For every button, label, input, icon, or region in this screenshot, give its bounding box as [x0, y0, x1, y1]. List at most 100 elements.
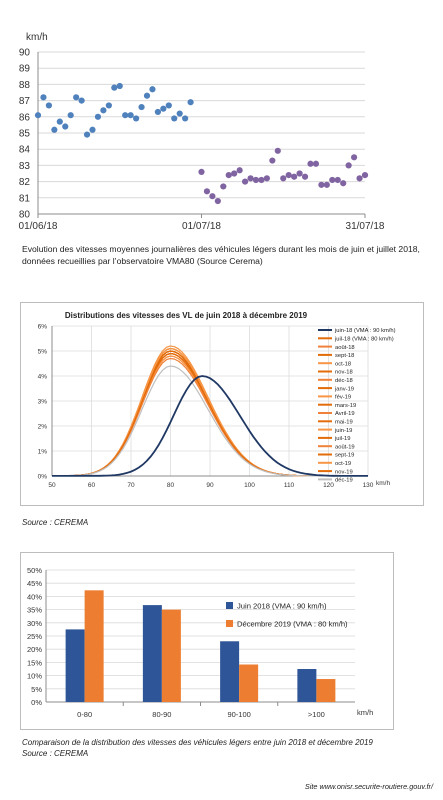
y-tick-label: 88	[19, 80, 31, 91]
legend-label: mai-19	[335, 420, 353, 426]
data-point	[149, 86, 156, 93]
data-point	[307, 160, 314, 167]
y-tick-label: 85	[19, 129, 31, 140]
data-point	[56, 118, 63, 125]
data-point	[301, 173, 309, 180]
data-point	[182, 115, 189, 122]
data-point	[203, 188, 211, 195]
bar	[161, 609, 181, 702]
x-tick-label: 90-100	[227, 710, 250, 719]
y-tick-label: 20%	[27, 645, 42, 654]
data-point	[323, 181, 330, 188]
legend-swatch	[226, 602, 233, 609]
data-point	[334, 176, 341, 184]
data-point	[176, 110, 183, 117]
bar	[239, 664, 259, 702]
legend-label: fév-19	[335, 395, 351, 401]
y-tick-label: 35%	[27, 606, 42, 615]
y-tick-label: 3%	[38, 399, 48, 406]
x-tick-label: 90	[206, 482, 214, 489]
y-tick-label: 82	[19, 177, 31, 188]
y-tick-label: 30%	[27, 619, 42, 628]
legend-label: sept-18	[335, 353, 354, 359]
distribution-chart-frame	[20, 302, 424, 506]
data-point	[116, 82, 123, 90]
y-tick-label: 80	[19, 210, 31, 221]
data-point	[231, 170, 238, 177]
legend-label: août-18	[335, 345, 355, 351]
x-tick-label: 110	[284, 482, 295, 489]
y-tick-label: 0%	[38, 474, 48, 481]
data-point	[258, 176, 265, 184]
data-point	[40, 94, 47, 101]
data-point	[143, 92, 151, 99]
data-point	[62, 123, 69, 130]
bar	[65, 629, 85, 702]
x-tick-label: 50	[48, 482, 56, 489]
y-tick-label: 89	[19, 64, 31, 75]
legend-label: nov-19	[335, 469, 353, 475]
footer-site: Site www.onisr.securite-routiere.gouv.fr…	[304, 782, 433, 791]
y-tick-label: 4%	[38, 374, 48, 381]
figure1-caption: Evolution des vitesses moyennes journali…	[22, 244, 420, 266]
x-tick-label: 130	[363, 482, 374, 489]
y-tick-label: 6%	[38, 324, 48, 331]
data-point	[73, 94, 80, 101]
figure3-caption: Comparaison de la distribution des vites…	[22, 738, 373, 747]
legend-label: août-19	[335, 444, 355, 450]
data-point	[225, 172, 232, 179]
y-tick-label: 40%	[27, 592, 42, 601]
data-point	[78, 97, 85, 104]
legend-label: nov-18	[335, 370, 353, 376]
data-point	[133, 115, 140, 122]
data-point	[105, 102, 112, 109]
data-point	[45, 102, 53, 109]
legend-label: juil-19	[334, 436, 350, 442]
data-point	[285, 172, 292, 179]
legend-label: sept-19	[335, 453, 354, 459]
data-point	[242, 178, 249, 185]
data-point	[340, 180, 347, 187]
legend-label: déc-19	[335, 478, 353, 484]
data-point	[345, 162, 352, 169]
data-point	[214, 197, 221, 205]
bar	[220, 641, 240, 702]
y-tick-label: 25%	[27, 632, 42, 641]
bar	[84, 590, 104, 702]
data-point	[160, 105, 167, 112]
x-tick-label: >100	[308, 710, 325, 719]
y-tick-label: 0%	[31, 698, 42, 707]
y-tick-label: 81	[19, 193, 31, 204]
y-tick-label: 87	[19, 96, 31, 107]
x-tick-label: 80-90	[152, 710, 171, 719]
legend-label: mars-19	[335, 403, 356, 409]
data-point	[154, 108, 161, 116]
data-point	[127, 112, 134, 119]
data-point	[329, 176, 336, 184]
legend-label: oct-19	[335, 461, 351, 467]
data-point	[280, 175, 287, 182]
x-axis-unit: km/h	[357, 708, 373, 717]
x-tick-label: 01/07/18	[182, 221, 221, 232]
x-tick-label: 70	[127, 482, 135, 489]
data-point	[34, 112, 42, 119]
legend-label: juin-19	[334, 428, 352, 434]
data-point	[94, 113, 102, 120]
data-point	[274, 147, 281, 154]
figure3-caption-block: Comparaison de la distribution des vites…	[22, 737, 432, 759]
distribution-chart: Distributions des vitesses des VL de jui…	[38, 311, 396, 489]
y-tick-label: 15%	[27, 658, 42, 667]
x-tick-label: 01/06/18	[19, 221, 58, 232]
data-point	[312, 160, 320, 167]
legend-label: déc-18	[335, 378, 353, 384]
y-axis-unit: km/h	[26, 32, 48, 43]
legend-label: Juin 2018 (VMA : 90 km/h)	[237, 602, 327, 611]
y-tick-label: 10%	[27, 672, 42, 681]
y-tick-label: 5%	[38, 349, 48, 356]
y-tick-label: 1%	[38, 449, 48, 456]
figure2-source: Source : CEREMA	[22, 518, 89, 527]
data-point	[263, 175, 270, 182]
bar	[316, 679, 336, 702]
legend-label: janv-19	[334, 386, 354, 392]
data-point	[51, 126, 58, 133]
